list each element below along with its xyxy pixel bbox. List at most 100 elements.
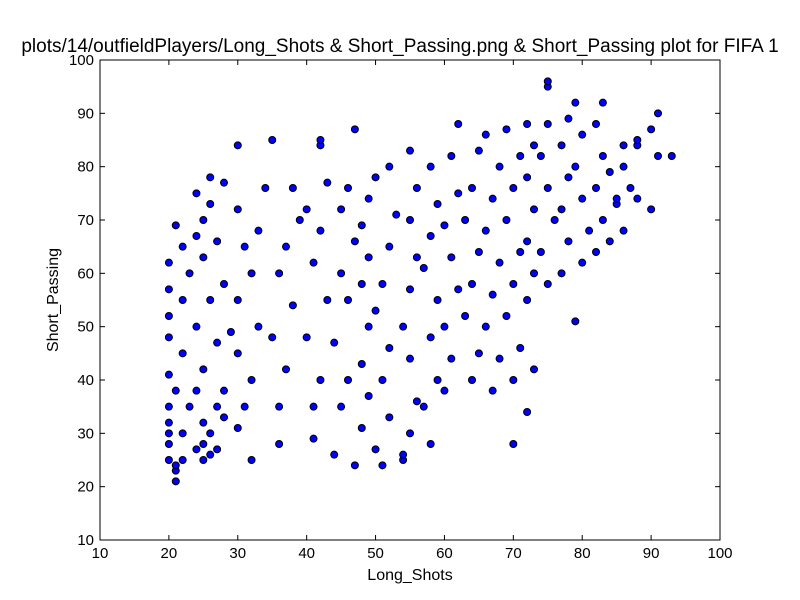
x-axis: 10 20 30 40 50 60 70 80 90 100 xyxy=(92,60,733,562)
data-point xyxy=(578,258,587,267)
data-point xyxy=(254,322,263,331)
data-point xyxy=(233,141,242,150)
data-point xyxy=(461,312,470,320)
x-tick-label: 100 xyxy=(707,545,732,562)
data-point xyxy=(357,424,366,432)
data-point xyxy=(654,109,662,118)
data-point xyxy=(571,317,580,326)
data-point xyxy=(337,402,346,411)
data-point xyxy=(516,248,525,256)
data-point xyxy=(468,184,476,192)
data-point xyxy=(220,386,228,395)
data-point xyxy=(633,136,642,144)
data-point xyxy=(502,312,511,320)
data-point xyxy=(185,269,194,278)
x-tick-label: 70 xyxy=(505,545,522,562)
y-tick-label: 50 xyxy=(77,319,94,336)
data-point xyxy=(454,285,463,294)
y-tick-label: 30 xyxy=(77,425,94,442)
data-point xyxy=(454,120,463,128)
data-point xyxy=(654,152,662,160)
data-point xyxy=(481,226,490,235)
data-point xyxy=(626,184,635,192)
data-point xyxy=(509,184,518,192)
data-points xyxy=(164,77,676,486)
x-tick-label: 50 xyxy=(367,545,384,562)
data-point xyxy=(412,253,421,262)
data-point xyxy=(433,376,442,384)
data-point xyxy=(495,162,504,171)
data-point xyxy=(364,322,373,331)
data-point xyxy=(509,280,518,288)
data-point xyxy=(171,386,180,395)
data-point xyxy=(523,237,532,246)
data-point xyxy=(213,402,222,411)
data-point xyxy=(598,98,607,107)
x-tick-label: 80 xyxy=(574,545,591,562)
data-point xyxy=(192,445,201,454)
data-point xyxy=(164,333,173,342)
data-point xyxy=(412,184,421,192)
data-point xyxy=(447,253,456,262)
data-point xyxy=(164,402,173,411)
data-point xyxy=(171,221,180,230)
data-point xyxy=(323,296,332,304)
x-axis-label: Long_Shots xyxy=(367,567,452,584)
data-point xyxy=(178,242,187,251)
data-point xyxy=(337,205,346,214)
data-point xyxy=(516,152,525,160)
data-point xyxy=(254,226,263,235)
data-point xyxy=(488,194,497,203)
data-point xyxy=(164,429,173,438)
data-point xyxy=(667,152,676,160)
x-tick-label: 40 xyxy=(298,545,315,562)
data-point xyxy=(364,194,373,203)
y-tick-label: 100 xyxy=(69,52,94,69)
data-point xyxy=(302,333,311,342)
data-point xyxy=(385,413,394,422)
data-point xyxy=(598,216,607,224)
y-tick-label: 60 xyxy=(77,265,94,282)
data-point xyxy=(536,152,545,160)
data-point xyxy=(633,194,642,203)
data-point xyxy=(213,445,222,454)
data-point xyxy=(495,258,504,267)
data-point xyxy=(419,264,428,272)
data-point xyxy=(578,130,587,139)
data-point xyxy=(619,141,628,150)
data-point xyxy=(406,216,414,224)
data-point xyxy=(371,306,380,315)
data-point xyxy=(240,402,249,411)
data-point xyxy=(474,146,483,155)
data-point xyxy=(178,296,187,304)
data-point xyxy=(557,205,566,214)
data-point xyxy=(344,296,352,304)
data-point xyxy=(371,445,380,454)
data-point xyxy=(178,349,187,358)
data-point xyxy=(220,413,228,422)
data-point xyxy=(406,285,414,294)
y-tick-label: 70 xyxy=(77,212,94,229)
data-point xyxy=(199,440,208,448)
data-point xyxy=(502,125,511,134)
data-point xyxy=(454,189,463,198)
data-point xyxy=(426,232,435,240)
data-point xyxy=(282,242,290,251)
data-point xyxy=(192,232,201,240)
data-point xyxy=(647,125,656,134)
data-point xyxy=(474,248,483,256)
plot-area-frame xyxy=(99,59,721,541)
data-point xyxy=(399,450,408,459)
data-point xyxy=(426,333,435,342)
data-point xyxy=(385,344,394,352)
data-point xyxy=(350,125,359,134)
x-tick-label: 10 xyxy=(92,545,109,562)
data-point xyxy=(378,376,387,384)
data-point xyxy=(619,162,628,171)
data-point xyxy=(412,397,421,406)
data-point xyxy=(585,226,594,235)
data-point xyxy=(419,402,428,411)
data-point xyxy=(233,296,242,304)
data-point xyxy=(516,344,525,352)
